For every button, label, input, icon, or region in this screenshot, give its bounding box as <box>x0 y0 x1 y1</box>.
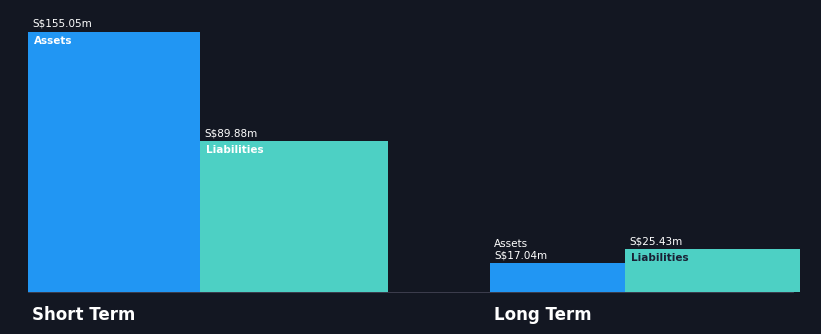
Text: S$25.43m: S$25.43m <box>629 236 682 246</box>
Text: S$17.04m: S$17.04m <box>494 250 547 261</box>
Bar <box>625 249 800 292</box>
Text: Assets: Assets <box>34 36 72 46</box>
Text: S$89.88m: S$89.88m <box>204 128 257 138</box>
Text: Assets: Assets <box>494 239 528 249</box>
Text: Short Term: Short Term <box>32 306 135 324</box>
Bar <box>490 264 625 292</box>
Bar <box>200 141 388 292</box>
Text: S$155.05m: S$155.05m <box>32 19 92 29</box>
Text: Liabilities: Liabilities <box>631 254 689 263</box>
Text: Liabilities: Liabilities <box>206 145 264 155</box>
Bar <box>28 32 200 292</box>
Text: Long Term: Long Term <box>494 306 592 324</box>
